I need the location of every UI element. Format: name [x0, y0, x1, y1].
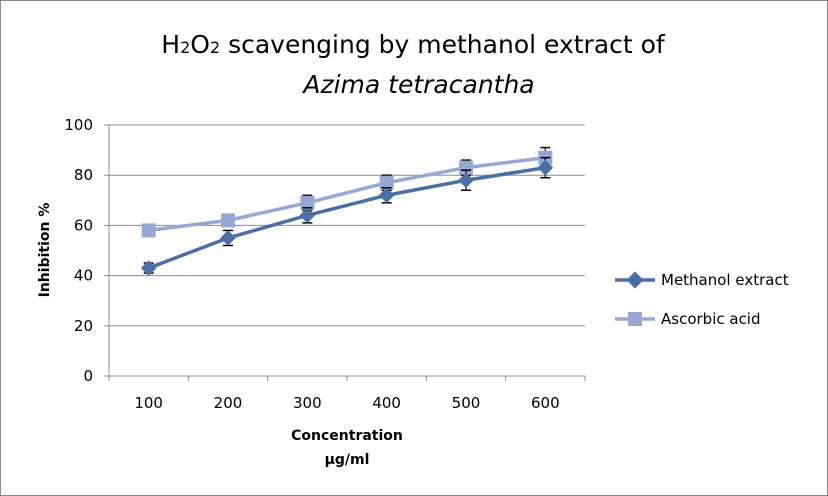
data-point-square: [141, 223, 156, 238]
legend-label-ascorbic: Ascorbic acid: [661, 310, 761, 328]
data-point-square: [379, 175, 394, 190]
chart-title-line2: Azima tetracantha: [301, 70, 534, 99]
y-tick-label: 40: [74, 267, 93, 285]
legend-marker-methanol: [626, 271, 644, 289]
legend-marker-ascorbic: [628, 312, 642, 326]
series-layer: [140, 146, 554, 276]
y-tick-label: 100: [64, 116, 93, 134]
data-point-square: [459, 160, 473, 175]
legend: Methanol extract Ascorbic acid: [615, 271, 789, 328]
title-part-rest: scavenging by methanol extract of: [220, 30, 666, 59]
data-point-square: [221, 213, 235, 228]
legend-label-methanol: Methanol extract: [661, 271, 789, 289]
data-point-diamond: [378, 187, 395, 204]
x-tick-label: 200: [214, 394, 243, 412]
y-tick-label: 20: [74, 317, 93, 335]
y-tick-label: 0: [83, 367, 93, 385]
x-tick-label: 600: [531, 394, 560, 412]
series-ascorbic-acid: [141, 146, 553, 238]
data-point-diamond: [299, 207, 316, 224]
title-sub-2a: 2: [180, 38, 190, 57]
y-axis-title: Inhibition %: [37, 203, 53, 298]
series-line: [148, 165, 546, 270]
x-axis-title-line1: Concentration: [291, 428, 403, 444]
title-part-h: H: [161, 30, 180, 59]
x-tick-label: 300: [293, 394, 322, 412]
data-point-diamond: [537, 159, 554, 176]
data-point-diamond: [458, 172, 474, 188]
chart-title-line1: H2O2 scavenging by methanol extract of: [161, 30, 666, 59]
data-point-diamond: [140, 260, 157, 276]
title-part-o: O: [190, 30, 210, 59]
y-tick-label: 80: [74, 166, 93, 184]
x-tick-label: 100: [134, 394, 163, 412]
data-point-diamond: [220, 230, 236, 246]
title-sub-2b: 2: [210, 38, 220, 57]
series-methanol-extract: [140, 156, 554, 276]
data-point-square: [300, 195, 315, 210]
x-axis-title-line2: µg/ml: [325, 452, 370, 468]
x-tick-label: 400: [372, 394, 401, 412]
tick-layer: 0 20 40 60 80 100 100 200 300 400 500 600: [64, 116, 559, 412]
series-line: [148, 155, 546, 233]
axis-layer: [104, 124, 586, 381]
y-tick-label: 60: [74, 216, 93, 234]
x-tick-label: 500: [452, 394, 481, 412]
